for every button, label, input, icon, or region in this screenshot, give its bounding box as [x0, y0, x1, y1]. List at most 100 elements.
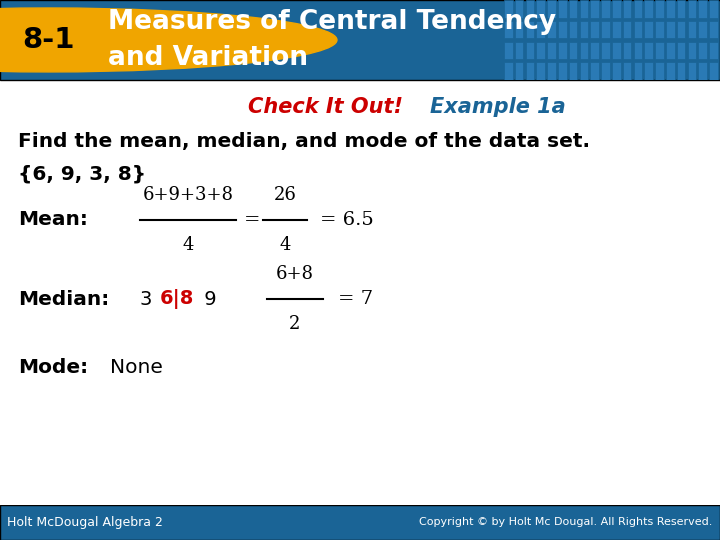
Bar: [655, 62, 664, 80]
Bar: [634, 21, 642, 38]
Text: =: =: [244, 211, 260, 229]
Bar: [547, 62, 556, 80]
Bar: [655, 42, 664, 59]
Bar: [688, 62, 696, 80]
Bar: [580, 42, 588, 59]
Bar: [688, 42, 696, 59]
Bar: [644, 62, 653, 80]
Bar: [590, 62, 599, 80]
Bar: [612, 42, 621, 59]
Circle shape: [0, 8, 337, 72]
FancyBboxPatch shape: [0, 505, 720, 540]
Bar: [526, 21, 534, 38]
Bar: [709, 62, 718, 80]
Bar: [515, 0, 523, 18]
Bar: [709, 42, 718, 59]
Bar: [688, 0, 696, 18]
Text: 4: 4: [279, 236, 291, 254]
Text: {6, 9, 3, 8}: {6, 9, 3, 8}: [18, 165, 146, 184]
Bar: [515, 62, 523, 80]
Bar: [569, 21, 577, 38]
Bar: [623, 21, 631, 38]
Text: = 7: = 7: [338, 290, 373, 308]
Bar: [558, 42, 567, 59]
Bar: [666, 62, 675, 80]
Bar: [558, 21, 567, 38]
Bar: [536, 62, 545, 80]
Text: 6|8: 6|8: [160, 289, 194, 309]
Text: Check It Out!: Check It Out!: [248, 97, 403, 117]
Text: Copyright © by Holt Mc Dougal. All Rights Reserved.: Copyright © by Holt Mc Dougal. All Right…: [420, 517, 713, 528]
Bar: [709, 21, 718, 38]
Bar: [709, 0, 718, 18]
Text: 6+9+3+8: 6+9+3+8: [143, 186, 233, 204]
Bar: [590, 42, 599, 59]
Text: Holt McDougal Algebra 2: Holt McDougal Algebra 2: [7, 516, 163, 529]
Text: 26: 26: [274, 186, 297, 204]
Bar: [644, 42, 653, 59]
Bar: [623, 62, 631, 80]
Bar: [634, 42, 642, 59]
Bar: [536, 0, 545, 18]
Bar: [580, 21, 588, 38]
Text: 4: 4: [182, 236, 194, 254]
Bar: [634, 0, 642, 18]
Text: Mode:: Mode:: [18, 359, 88, 377]
Bar: [655, 0, 664, 18]
Text: Mean:: Mean:: [18, 210, 88, 229]
Text: = 6.5: = 6.5: [320, 211, 374, 229]
Bar: [515, 42, 523, 59]
Bar: [536, 21, 545, 38]
Bar: [569, 42, 577, 59]
Bar: [536, 42, 545, 59]
Bar: [644, 0, 653, 18]
Bar: [504, 0, 513, 18]
Text: 8-1: 8-1: [23, 26, 75, 54]
Bar: [547, 21, 556, 38]
Bar: [558, 0, 567, 18]
Text: 6+8: 6+8: [276, 265, 314, 283]
Bar: [655, 21, 664, 38]
Text: Find the mean, median, and mode of the data set.: Find the mean, median, and mode of the d…: [18, 132, 590, 151]
Bar: [688, 21, 696, 38]
Bar: [698, 0, 707, 18]
Text: 2: 2: [289, 315, 301, 333]
Bar: [612, 21, 621, 38]
Bar: [601, 62, 610, 80]
FancyBboxPatch shape: [0, 0, 720, 80]
Bar: [515, 21, 523, 38]
Bar: [504, 42, 513, 59]
Bar: [569, 0, 577, 18]
Bar: [580, 0, 588, 18]
Bar: [677, 21, 685, 38]
Text: None: None: [110, 359, 163, 377]
Bar: [698, 62, 707, 80]
Bar: [526, 62, 534, 80]
Bar: [504, 62, 513, 80]
Bar: [547, 42, 556, 59]
Bar: [677, 42, 685, 59]
Bar: [623, 0, 631, 18]
Text: and Variation: and Variation: [108, 45, 308, 71]
Bar: [590, 0, 599, 18]
Bar: [601, 0, 610, 18]
Bar: [634, 62, 642, 80]
Bar: [558, 62, 567, 80]
Bar: [569, 62, 577, 80]
Bar: [623, 42, 631, 59]
Bar: [526, 0, 534, 18]
Bar: [590, 21, 599, 38]
Text: Measures of Central Tendency: Measures of Central Tendency: [108, 9, 556, 35]
Bar: [677, 62, 685, 80]
Bar: [504, 21, 513, 38]
Text: Median:: Median:: [18, 289, 109, 308]
Text: 9: 9: [198, 289, 217, 308]
Bar: [666, 21, 675, 38]
Bar: [612, 0, 621, 18]
Bar: [547, 0, 556, 18]
Text: 3: 3: [140, 289, 158, 308]
Bar: [612, 62, 621, 80]
Bar: [644, 21, 653, 38]
Bar: [666, 42, 675, 59]
Bar: [580, 62, 588, 80]
